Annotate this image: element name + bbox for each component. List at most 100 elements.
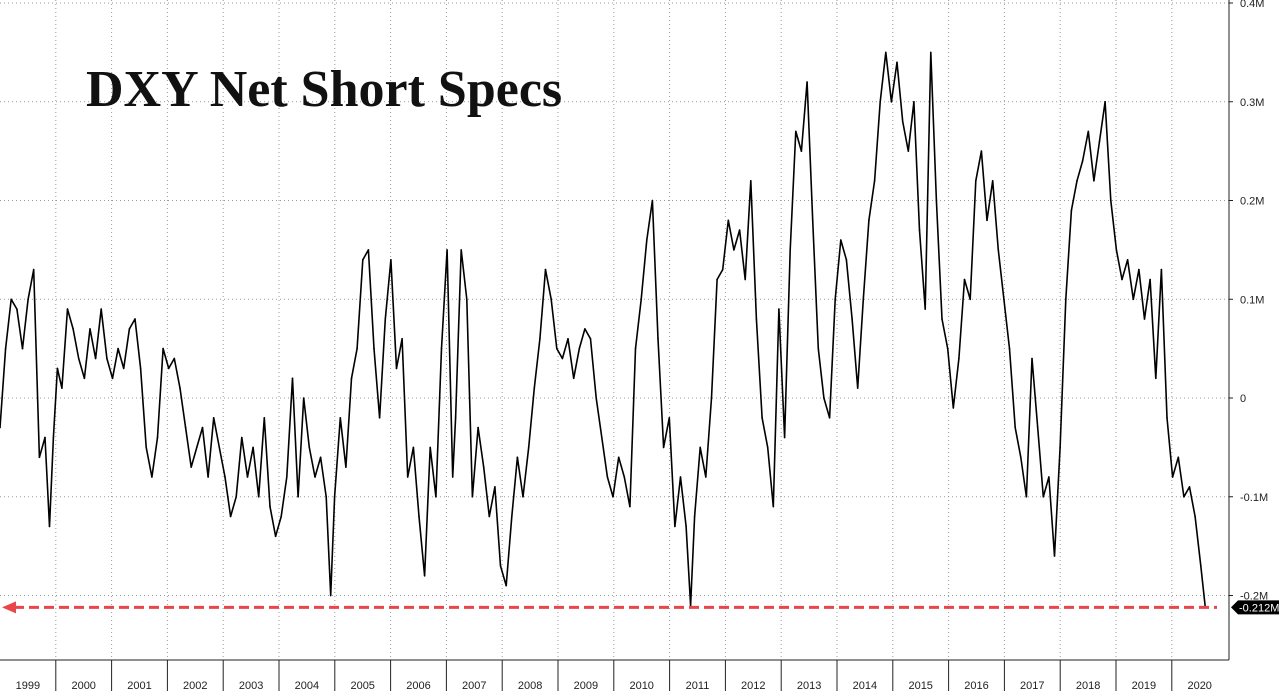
data-point: [345, 466, 347, 468]
data-point: [733, 249, 735, 251]
data-point: [975, 180, 977, 182]
data-point: [196, 446, 198, 449]
data-point: [291, 377, 294, 380]
data-point: [811, 219, 814, 222]
data-point: [634, 347, 637, 350]
data-point: [454, 417, 457, 419]
data-point: [1008, 347, 1011, 350]
data-point: [1098, 140, 1101, 143]
data-point: [134, 318, 136, 320]
data-point: [986, 219, 988, 222]
data-point: [145, 446, 147, 449]
data-point: [1138, 268, 1140, 271]
y-tick-label: 0.3M: [1240, 97, 1264, 109]
data-point: [1121, 278, 1123, 281]
data-point: [845, 259, 848, 261]
data-point: [578, 347, 581, 350]
data-point: [241, 436, 243, 439]
x-tick-label: 2003: [239, 680, 263, 691]
data-point: [440, 347, 443, 350]
y-tick-label: 0.2M: [1240, 196, 1264, 208]
data-point: [516, 456, 519, 459]
data-point: [879, 101, 881, 103]
data-point: [834, 298, 836, 301]
data-point: [122, 367, 125, 370]
x-tick-label: 2004: [295, 680, 319, 691]
data-point: [544, 268, 547, 271]
data-point: [716, 278, 718, 281]
data-point: [77, 357, 80, 360]
data-point: [494, 486, 496, 488]
data-point: [89, 328, 91, 330]
data-point: [997, 249, 1000, 251]
data-point: [527, 446, 530, 449]
data-point: [61, 387, 63, 389]
data-point: [612, 496, 614, 498]
data-point: [1048, 476, 1050, 478]
data-point: [38, 456, 41, 459]
data-point: [308, 446, 311, 449]
data-point: [589, 338, 592, 340]
y-tick-label: 0: [1240, 393, 1246, 405]
data-point: [190, 466, 192, 468]
data-point: [100, 308, 102, 310]
data-point: [1177, 456, 1180, 459]
data-point: [823, 397, 825, 399]
data-point: [280, 515, 283, 518]
data-point: [890, 101, 893, 103]
data-point: [651, 199, 654, 202]
data-point: [173, 357, 176, 360]
data-point: [151, 476, 153, 478]
data-point: [710, 397, 713, 399]
x-tick-label: 2002: [183, 680, 207, 691]
data-point: [72, 328, 74, 330]
x-tick-label: 2010: [629, 680, 653, 691]
data-point: [32, 268, 35, 271]
data-point: [373, 347, 375, 350]
callout-arrow: [2, 601, 16, 614]
data-point: [556, 347, 558, 350]
data-point: [314, 476, 316, 478]
data-point: [935, 199, 938, 202]
data-point: [1104, 101, 1106, 103]
data-point: [395, 367, 398, 370]
data-point: [1194, 515, 1196, 518]
data-point: [297, 496, 299, 498]
data-point: [117, 347, 119, 350]
data-point: [572, 377, 575, 380]
data-point: [685, 525, 687, 528]
data-point: [1200, 565, 1202, 567]
data-point: [778, 308, 780, 310]
data-point: [477, 426, 479, 429]
data-point: [319, 456, 322, 459]
data-point: [640, 298, 642, 301]
data-point: [1053, 555, 1056, 557]
data-point: [139, 367, 142, 370]
x-tick-label: 2007: [462, 680, 486, 691]
data-point: [924, 308, 926, 310]
data-point: [1115, 249, 1118, 251]
x-tick-label: 2017: [1020, 680, 1044, 691]
data-point: [561, 357, 564, 360]
data-point: [460, 249, 463, 251]
data-point: [828, 417, 831, 419]
data-point: [623, 476, 626, 478]
data-point: [162, 347, 164, 350]
data-point: [646, 239, 648, 241]
plot-background: [0, 0, 1229, 660]
data-point: [325, 496, 328, 498]
data-point: [66, 308, 69, 310]
data-point: [851, 318, 853, 320]
data-point: [16, 308, 18, 310]
x-tick-label: 2006: [406, 680, 430, 691]
data-point: [766, 446, 769, 449]
data-point: [94, 357, 97, 360]
x-tick-label: 1999: [16, 680, 40, 691]
data-point: [179, 387, 181, 389]
data-point: [1014, 426, 1016, 429]
data-point: [674, 525, 676, 528]
data-point: [744, 278, 746, 281]
data-point: [286, 476, 288, 478]
data-point: [738, 229, 741, 231]
data-point: [958, 357, 960, 360]
